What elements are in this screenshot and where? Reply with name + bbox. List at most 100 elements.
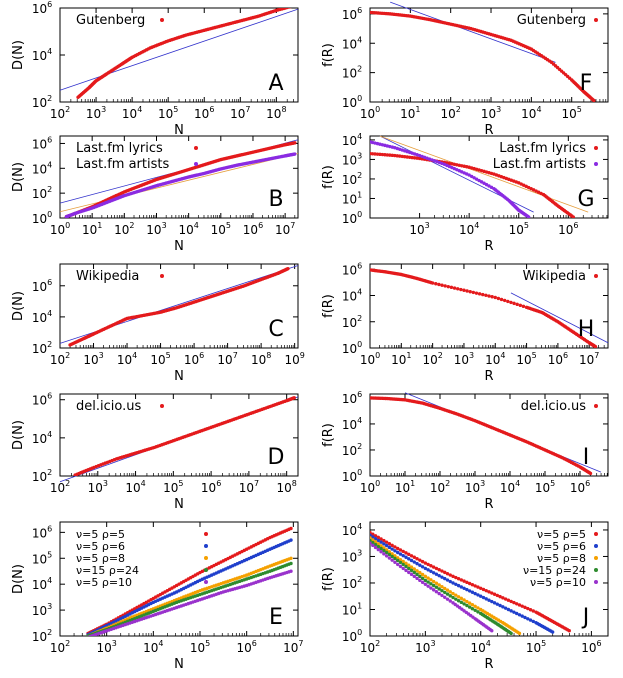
tick-label: 104 bbox=[342, 522, 362, 538]
data-point bbox=[481, 292, 485, 297]
tick-label: 105 bbox=[526, 639, 546, 655]
data-point bbox=[379, 544, 383, 548]
data-point bbox=[437, 583, 441, 587]
data-point bbox=[398, 552, 403, 556]
legend-marker bbox=[594, 580, 598, 584]
y-axis-label: D(N) bbox=[11, 162, 26, 192]
data-point bbox=[401, 562, 405, 567]
data-point bbox=[384, 554, 389, 558]
data-point bbox=[289, 526, 293, 531]
tick-label: 102 bbox=[342, 314, 362, 330]
data-point bbox=[420, 580, 425, 585]
data-point bbox=[426, 568, 430, 572]
tick-label: 106 bbox=[32, 392, 52, 408]
panel-letter: I bbox=[583, 445, 590, 470]
tick-label: 105 bbox=[163, 479, 183, 495]
y-axis-label: f(R) bbox=[321, 43, 336, 67]
tick-label: 100 bbox=[342, 94, 362, 110]
data-point bbox=[429, 582, 433, 586]
tick-label: 104 bbox=[500, 479, 520, 495]
tick-label: 107 bbox=[230, 105, 250, 121]
tick-label: 104 bbox=[178, 221, 198, 237]
data-point bbox=[509, 300, 513, 305]
tick-label: 105 bbox=[562, 105, 582, 121]
data-point bbox=[482, 181, 486, 185]
data-point bbox=[415, 561, 419, 566]
data-point bbox=[405, 155, 409, 159]
data-point bbox=[473, 604, 477, 609]
tick-label: 104 bbox=[122, 105, 142, 121]
data-point bbox=[378, 152, 382, 157]
plot-frame bbox=[59, 263, 299, 349]
data-point bbox=[423, 574, 428, 579]
data-point bbox=[423, 561, 428, 565]
data-point bbox=[373, 537, 378, 541]
data-point bbox=[474, 177, 479, 181]
data-point bbox=[490, 295, 494, 299]
tick-label: 106 bbox=[236, 639, 256, 655]
panel-letter: J bbox=[581, 605, 590, 630]
data-point bbox=[393, 545, 397, 549]
data-point bbox=[498, 603, 502, 608]
tick-label: 100 bbox=[32, 210, 52, 226]
data-point bbox=[531, 609, 535, 613]
tick-label: 102 bbox=[422, 351, 442, 367]
legend-label: Wikipedia bbox=[76, 269, 139, 284]
tick-label: 100 bbox=[342, 628, 362, 644]
data-point bbox=[456, 577, 461, 581]
data-point bbox=[393, 556, 397, 561]
data-point bbox=[448, 573, 452, 577]
data-point bbox=[521, 304, 526, 309]
legend-label: ν=5 ρ=10 bbox=[530, 576, 586, 589]
series-0 bbox=[370, 530, 571, 633]
data-point bbox=[395, 562, 400, 567]
data-point bbox=[371, 532, 375, 536]
data-point bbox=[445, 597, 450, 601]
data-point bbox=[286, 266, 290, 271]
tick-label: 106 bbox=[558, 221, 578, 237]
data-point bbox=[412, 567, 416, 571]
tick-label: 101 bbox=[82, 221, 102, 237]
x-axis-label: R bbox=[484, 123, 493, 138]
tick-label: 103 bbox=[83, 351, 103, 367]
tick-label: 102 bbox=[50, 351, 70, 367]
data-point bbox=[395, 546, 400, 551]
tick-label: 100 bbox=[342, 340, 362, 356]
legend-marker bbox=[160, 274, 164, 278]
data-point bbox=[462, 598, 466, 602]
tick-label: 106 bbox=[201, 479, 221, 495]
data-point bbox=[398, 548, 403, 552]
tick-label: 104 bbox=[143, 639, 163, 655]
data-point bbox=[437, 282, 441, 287]
data-point bbox=[390, 153, 395, 158]
data-point bbox=[287, 8, 291, 9]
data-point bbox=[484, 588, 488, 593]
data-point bbox=[370, 536, 372, 540]
data-point bbox=[398, 154, 402, 158]
data-point bbox=[459, 596, 464, 601]
data-point bbox=[454, 575, 458, 580]
data-point bbox=[454, 593, 458, 597]
data-point bbox=[387, 545, 392, 550]
data-point bbox=[493, 295, 497, 300]
data-point bbox=[373, 542, 378, 547]
panel-letter: D bbox=[268, 445, 285, 470]
data-point bbox=[434, 566, 439, 571]
data-point bbox=[401, 559, 405, 564]
data-point bbox=[404, 561, 408, 566]
data-point bbox=[390, 552, 394, 556]
data-point bbox=[473, 584, 477, 588]
data-point bbox=[373, 534, 378, 538]
data-point bbox=[395, 558, 400, 563]
data-point bbox=[387, 556, 392, 560]
data-point bbox=[469, 174, 474, 179]
legend-label: del.icio.us bbox=[76, 399, 141, 414]
data-point bbox=[423, 566, 428, 571]
data-point bbox=[448, 599, 452, 603]
legend-label: ν=5 ρ=6 bbox=[76, 540, 125, 553]
data-point bbox=[410, 155, 414, 160]
data-point bbox=[373, 152, 377, 156]
data-point bbox=[393, 549, 397, 553]
tick-label: 108 bbox=[266, 105, 286, 121]
data-point bbox=[407, 557, 411, 561]
